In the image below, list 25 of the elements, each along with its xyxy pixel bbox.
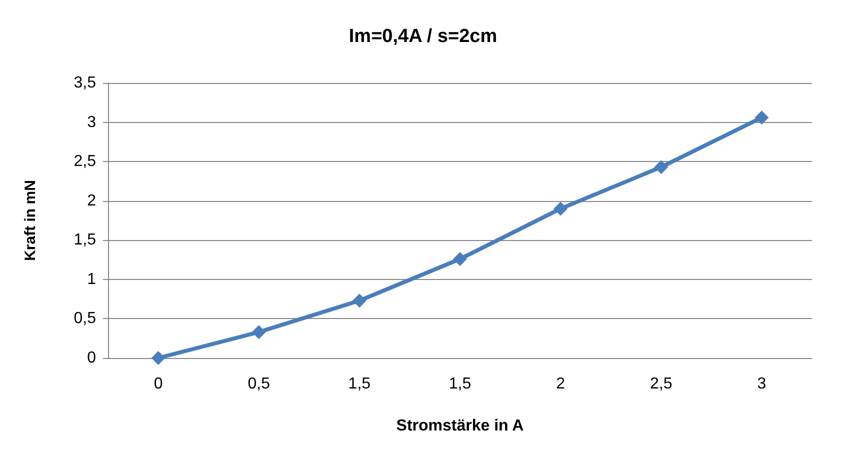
x-tick-label: 0,5 (248, 376, 270, 392)
y-tick-label: 2 (87, 192, 96, 210)
x-tick-label: 1,5 (348, 376, 371, 392)
point (654, 160, 668, 174)
y-axis-title: Kraft in mN (22, 180, 39, 261)
y-tick-label: 0 (87, 350, 96, 366)
y-tick-label: 0,5 (74, 310, 96, 328)
chart-title: Im=0,4A / s=2cm (348, 26, 498, 47)
y-tick-label: 3,5 (74, 74, 96, 92)
y-tick-label: 1 (87, 270, 96, 288)
x-axis-title: Stromstärke in A (396, 418, 524, 434)
x-tick-label: 0 (154, 376, 163, 392)
x-tick-label: 2 (556, 376, 566, 392)
point (453, 252, 467, 266)
x-tick-label: 1,5 (448, 376, 472, 392)
y-tick-label: 1,5 (74, 232, 96, 249)
point (252, 325, 266, 340)
y-tick-label: 3 (87, 114, 96, 131)
point (151, 351, 166, 365)
point (352, 294, 366, 308)
x-tick-label: 2,5 (650, 376, 672, 392)
y-tick-label: 2,5 (74, 153, 96, 170)
point (554, 202, 568, 216)
point (754, 110, 769, 125)
x-tick-label: 3 (757, 376, 766, 392)
